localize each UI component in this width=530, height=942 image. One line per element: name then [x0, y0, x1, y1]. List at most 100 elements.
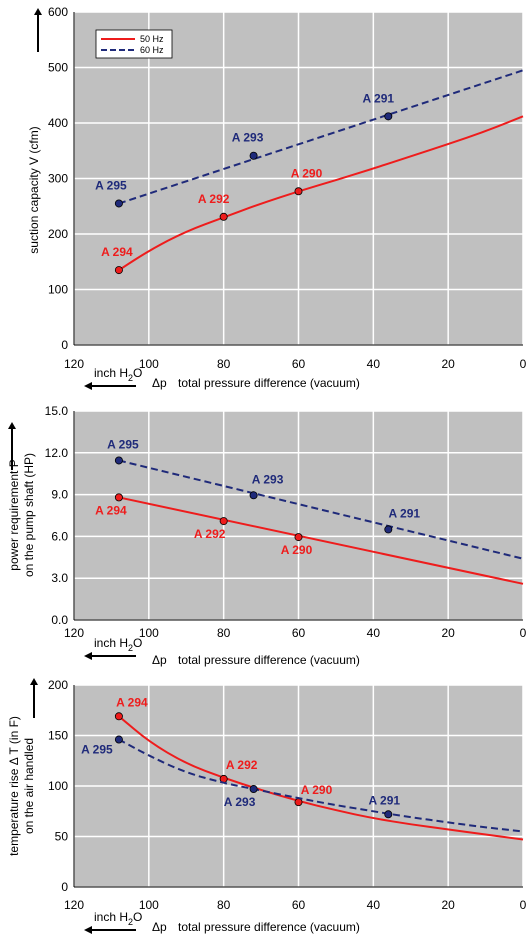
point-label: A 295	[95, 178, 127, 192]
y-tick-label: 300	[48, 172, 68, 186]
y-tick-label: 9.0	[51, 488, 68, 502]
data-point	[384, 525, 393, 534]
x-tick-label: 60	[292, 626, 306, 640]
data-point	[114, 456, 123, 465]
y-axis-title-line-1: temperature rise Δ T (in F)	[7, 716, 21, 856]
y-tick-label: 600	[48, 5, 68, 19]
point-label: A 295	[107, 437, 139, 451]
x-tick-label: 20	[441, 898, 455, 912]
x-unit-label: inch H2O	[94, 636, 142, 653]
point-label: A 292	[226, 758, 258, 772]
point-label: A 292	[198, 192, 230, 206]
y-tick-label: 500	[48, 61, 68, 75]
point-label: A 295	[81, 743, 113, 757]
y-tick-label: 100	[48, 283, 68, 297]
y-tick-label: 200	[48, 678, 68, 692]
chart-1: 120 100 80 60 40 20 00100200300400500600suctio…	[27, 5, 527, 390]
x-tick-label: 120	[64, 626, 84, 640]
y-arrow-head	[34, 8, 42, 15]
x-arrow-head	[84, 926, 92, 934]
point-label: A 291	[369, 793, 401, 807]
data-point	[219, 517, 228, 526]
x-tick-label: 80	[217, 357, 231, 371]
y-tick-label: 100	[48, 779, 68, 793]
data-point	[219, 212, 228, 221]
y-arrow-head	[8, 422, 16, 429]
point-label: A 294	[95, 503, 127, 517]
y-axis-title-line-1: power requirement P	[7, 459, 21, 570]
y-tick-label: 400	[48, 116, 68, 130]
y-tick-label: 6.0	[51, 529, 68, 543]
point-label: A 290	[301, 783, 333, 797]
data-point	[114, 735, 123, 744]
data-point	[294, 798, 303, 807]
x-tick-label: 100	[139, 626, 159, 640]
x-axis-symbol: Δp	[152, 376, 167, 390]
point-label: A 290	[281, 543, 313, 557]
x-tick-label: 60	[292, 898, 306, 912]
data-point	[114, 493, 123, 502]
y-tick-label: 15.0	[45, 404, 69, 418]
point-label: A 291	[389, 506, 421, 520]
x-unit-label: inch H2O	[94, 366, 142, 383]
point-label: A 294	[116, 695, 148, 709]
x-arrow-head	[84, 652, 92, 660]
y-tick-label: 0	[61, 338, 68, 352]
x-tick-label: 40	[367, 626, 381, 640]
x-tick-label: 120	[64, 357, 84, 371]
y-tick-label: 12.0	[45, 446, 69, 460]
data-point	[294, 533, 303, 542]
point-label: A 290	[291, 166, 323, 180]
series-line-60-hz	[118, 69, 524, 205]
x-tick-label: 80	[217, 626, 231, 640]
x-tick-label: 100	[139, 357, 159, 371]
y-tick-label: 0	[61, 880, 68, 894]
legend-entry: 50 Hz	[140, 34, 164, 44]
data-point	[249, 491, 258, 500]
x-axis-title: total pressure difference (vacuum)	[178, 376, 360, 390]
data-point	[249, 785, 258, 794]
series-line-50-hz	[118, 496, 524, 585]
x-axis-title: total pressure difference (vacuum)	[178, 920, 360, 934]
x-tick-label: 20	[441, 626, 455, 640]
legend-box	[95, 29, 173, 59]
data-point	[114, 266, 123, 275]
x-tick-label: 0	[520, 626, 527, 640]
y-tick-label: 200	[48, 227, 68, 241]
x-unit-label: inch H2O	[94, 910, 142, 927]
y-tick-label: 50	[55, 830, 69, 844]
x-axis-symbol: Δp	[152, 653, 167, 667]
x-tick-label: 120	[64, 898, 84, 912]
x-tick-label: 80	[217, 898, 231, 912]
point-label: A 293	[224, 795, 256, 809]
y-tick-label: 3.0	[51, 571, 68, 585]
legend-entry: 60 Hz	[140, 45, 164, 55]
x-tick-label: 0	[520, 357, 527, 371]
data-point	[294, 187, 303, 196]
y-axis-title: suction capacity V (cfm)	[27, 126, 41, 253]
x-axis-symbol: Δp	[152, 920, 167, 934]
point-label: A 294	[101, 245, 133, 259]
point-label: A 293	[252, 472, 284, 486]
point-label: A 291	[363, 91, 395, 105]
y-tick-label: 150	[48, 729, 68, 743]
y-axis-title-line-2: on the air handled	[22, 738, 36, 834]
x-axis-title: total pressure difference (vacuum)	[178, 653, 360, 667]
x-tick-label: 100	[139, 898, 159, 912]
series-line-60-hz	[118, 459, 524, 560]
x-tick-label: 60	[292, 357, 306, 371]
series-line-60-hz	[118, 738, 524, 833]
x-tick-label: 0	[520, 898, 527, 912]
point-label: A 292	[194, 527, 226, 541]
y-arrow-head	[30, 678, 38, 685]
data-point	[384, 112, 393, 121]
y-tick-label: 0.0	[51, 613, 68, 627]
data-point	[249, 151, 258, 160]
x-arrow-head	[84, 382, 92, 390]
x-tick-label: 40	[367, 357, 381, 371]
x-tick-label: 20	[441, 357, 455, 371]
data-point	[114, 199, 123, 208]
chart-2: 120 100 80 60 40 20 0 0.0 3.0 6.0 9.0 12.0 15.0 power…	[7, 404, 527, 667]
